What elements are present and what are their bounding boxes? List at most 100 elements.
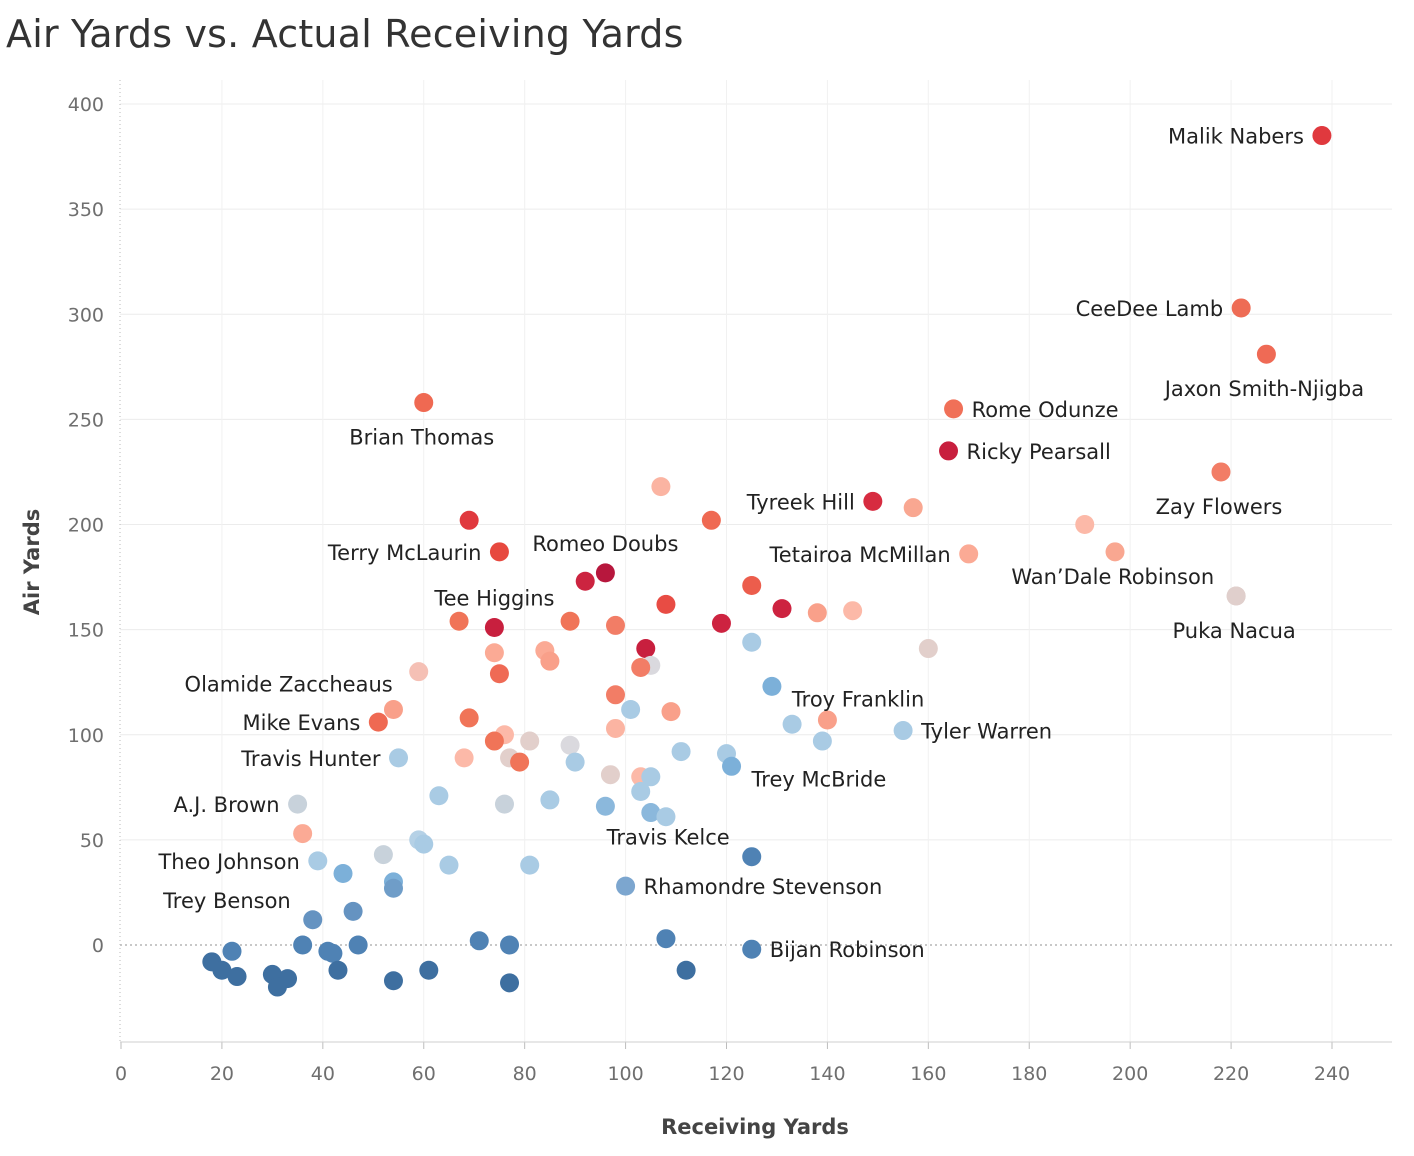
point-label: Puka Nacua xyxy=(1173,619,1296,643)
data-point xyxy=(383,878,403,898)
data-point xyxy=(459,510,479,530)
data-point xyxy=(494,794,514,814)
data-point xyxy=(383,971,403,991)
data-point xyxy=(605,718,625,738)
point-label: Trey McBride xyxy=(751,767,887,791)
data-point xyxy=(449,611,469,631)
point-label: Mike Evans xyxy=(243,711,361,735)
data-point xyxy=(343,901,363,921)
data-point xyxy=(1231,298,1251,318)
data-point xyxy=(651,477,671,497)
data-point xyxy=(722,756,742,776)
x-axis-title: Receiving Yards xyxy=(661,1115,849,1139)
point-label: Travis Hunter xyxy=(240,747,381,771)
point-label: Tee Higgins xyxy=(433,587,554,611)
data-point xyxy=(782,714,802,734)
data-point xyxy=(616,876,636,896)
data-point xyxy=(863,491,883,511)
data-point xyxy=(429,786,449,806)
data-point xyxy=(676,960,696,980)
data-point xyxy=(656,929,676,949)
x-tick-label: 120 xyxy=(708,1063,744,1085)
data-point xyxy=(293,935,313,955)
point-labels: Malik Nabers CeeDee Lamb Jaxon Smith-Njigb… xyxy=(157,125,1364,963)
y-tick-label: 400 xyxy=(68,94,104,116)
data-point xyxy=(939,441,959,461)
data-point xyxy=(641,803,661,823)
data-point xyxy=(383,700,403,720)
point-label: Zay Flowers xyxy=(1156,495,1283,519)
point-label: Rhamondre Stevenson xyxy=(644,875,883,899)
data-point xyxy=(454,748,474,768)
y-tick-label: 0 xyxy=(92,935,104,957)
data-point xyxy=(595,563,615,583)
data-point xyxy=(817,710,837,730)
y-tick-label: 200 xyxy=(68,515,104,537)
data-point xyxy=(389,748,409,768)
point-label: Terry McLaurin xyxy=(327,541,482,565)
point-label: Jaxon Smith-Njigba xyxy=(1163,377,1364,401)
data-point xyxy=(762,676,782,696)
data-point xyxy=(605,615,625,635)
data-point xyxy=(944,399,964,419)
y-tick-label: 100 xyxy=(68,725,104,747)
data-point xyxy=(565,752,585,772)
data-point xyxy=(227,967,247,987)
point-label: Tyreek Hill xyxy=(746,490,855,514)
point-label: Wan’Dale Robinson xyxy=(1011,565,1214,589)
data-point xyxy=(742,632,762,652)
x-tick-label: 60 xyxy=(412,1063,436,1085)
data-point xyxy=(636,639,656,659)
point-label: Romeo Doubs xyxy=(532,532,678,556)
x-tick-label: 220 xyxy=(1213,1063,1249,1085)
data-point xyxy=(641,767,661,787)
data-point xyxy=(1256,344,1276,364)
data-point xyxy=(439,855,459,875)
data-point xyxy=(560,735,580,755)
data-point xyxy=(484,643,504,663)
x-tick-label: 240 xyxy=(1314,1063,1350,1085)
data-point xyxy=(621,700,641,720)
point-label: Travis Kelce xyxy=(606,826,730,850)
data-point xyxy=(605,685,625,705)
data-point xyxy=(323,943,343,963)
data-point xyxy=(489,664,509,684)
data-point xyxy=(701,510,721,530)
data-points xyxy=(202,126,1332,997)
point-label: Tetairoa McMillan xyxy=(769,543,951,567)
gridlines xyxy=(120,80,1392,1042)
data-point xyxy=(333,864,353,884)
point-label: Olamide Zaccheaus xyxy=(185,673,393,697)
point-label: A.J. Brown xyxy=(173,793,279,817)
x-tick-label: 20 xyxy=(210,1063,234,1085)
data-point xyxy=(812,731,832,751)
y-tick-label: 300 xyxy=(68,304,104,326)
data-point xyxy=(742,847,762,867)
x-tick-label: 140 xyxy=(809,1063,845,1085)
data-point xyxy=(303,910,323,930)
data-point xyxy=(1312,126,1332,146)
data-point xyxy=(807,603,827,623)
data-point xyxy=(595,796,615,816)
data-point xyxy=(843,601,863,621)
data-point xyxy=(656,807,676,827)
x-tick-label: 40 xyxy=(311,1063,335,1085)
point-label: CeeDee Lamb xyxy=(1076,297,1224,321)
data-point xyxy=(414,834,434,854)
data-point xyxy=(1075,515,1095,534)
data-point xyxy=(671,742,691,762)
data-point xyxy=(959,544,979,564)
data-point xyxy=(419,960,439,980)
data-point xyxy=(409,662,429,682)
data-point xyxy=(1226,586,1246,606)
data-point xyxy=(520,731,540,751)
chart-title: Air Yards vs. Actual Receiving Yards xyxy=(6,12,684,56)
data-point xyxy=(903,498,923,518)
data-point xyxy=(267,977,287,997)
x-tick-label: 0 xyxy=(115,1063,127,1085)
data-point xyxy=(489,542,509,562)
data-point xyxy=(656,594,676,614)
data-point xyxy=(918,639,938,659)
y-axis-title: Air Yards xyxy=(20,509,44,615)
y-tick-label: 150 xyxy=(68,620,104,642)
